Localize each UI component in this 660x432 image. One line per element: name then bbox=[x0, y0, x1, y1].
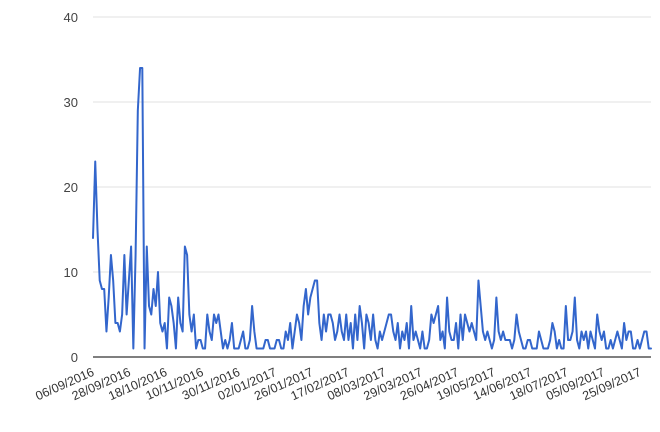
series-group bbox=[92, 67, 652, 350]
x-axis: 06/09/201628/09/201618/10/201610/11/2016… bbox=[33, 365, 643, 403]
y-tick-label: 40 bbox=[64, 10, 78, 25]
y-tick-label: 20 bbox=[64, 180, 78, 195]
y-axis: 0 10 20 30 40 bbox=[64, 10, 78, 365]
y-tick-label: 10 bbox=[64, 265, 78, 280]
gridlines bbox=[93, 16, 651, 358]
y-tick-label: 0 bbox=[71, 350, 78, 365]
series-line-0 bbox=[92, 67, 652, 350]
y-tick-label: 30 bbox=[64, 95, 78, 110]
